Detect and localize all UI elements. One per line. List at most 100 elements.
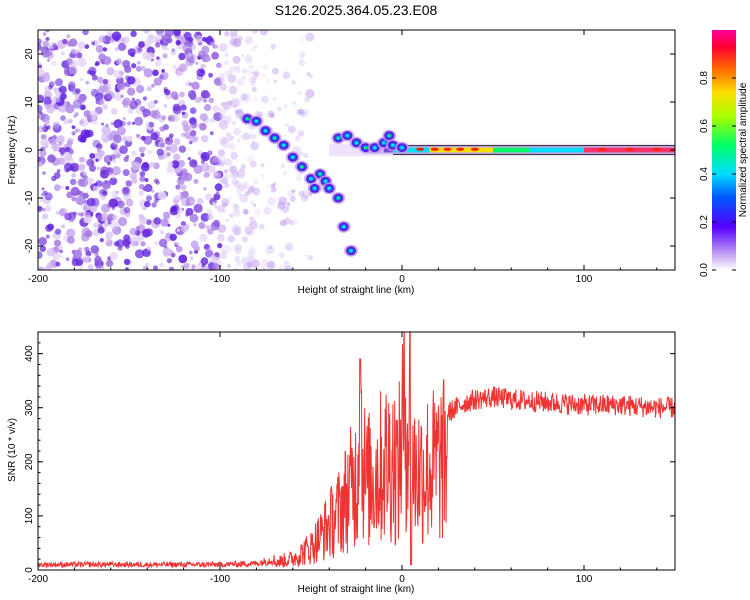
noise-blob — [154, 198, 159, 204]
noise-blob — [243, 209, 249, 215]
noise-blob — [298, 59, 306, 67]
noise-blob — [59, 85, 67, 94]
noise-blob — [44, 205, 52, 212]
noise-blob — [242, 132, 251, 141]
noise-blob — [287, 266, 292, 270]
noise-blob — [111, 174, 116, 179]
colorbar-axis: 0.0 0.2 0.4 0.6 0.8 — [699, 71, 736, 277]
noise-blob — [301, 194, 309, 202]
ridge-blob-peak — [364, 146, 368, 150]
noise-blob — [284, 133, 288, 137]
noise-blob — [52, 143, 61, 152]
noise-blob — [44, 265, 52, 270]
noise-blob — [267, 196, 277, 206]
noise-blob — [249, 216, 253, 220]
noise-blob — [42, 74, 51, 83]
noise-blob — [222, 244, 232, 254]
noise-blob — [102, 104, 109, 110]
noise-blob — [180, 104, 187, 111]
noise-blob — [131, 97, 135, 101]
noise-blob — [245, 69, 252, 76]
noise-blob — [251, 30, 259, 34]
noise-blob — [204, 193, 212, 201]
noise-blob — [235, 243, 242, 251]
noise-blob — [52, 121, 60, 129]
noise-blob — [203, 244, 210, 250]
noise-blob — [160, 142, 165, 148]
noise-blob — [144, 178, 149, 182]
noise-blob — [147, 100, 156, 110]
noise-blob — [109, 219, 118, 229]
noise-blob — [137, 61, 141, 65]
noise-blob — [160, 218, 169, 227]
y-tick-label: -20 — [24, 238, 35, 253]
noise-blob — [39, 245, 46, 252]
noise-blob — [252, 203, 257, 207]
noise-blob — [247, 250, 255, 259]
noise-blob — [268, 245, 273, 250]
noise-blob — [146, 86, 152, 92]
noise-blob — [228, 138, 232, 142]
noise-blob — [183, 31, 192, 40]
noise-blob — [182, 43, 192, 53]
noise-blob — [198, 50, 206, 58]
noise-blob — [212, 263, 220, 270]
noise-blob — [87, 264, 94, 270]
snr-x-axis: -200 -100 0 100 — [28, 332, 658, 585]
noise-blob — [94, 62, 99, 67]
noise-blob — [47, 58, 51, 63]
noise-blob — [65, 186, 70, 190]
noise-blob — [76, 128, 81, 133]
noise-blob — [110, 108, 118, 115]
noise-blob — [241, 236, 248, 243]
noise-blob — [210, 117, 216, 123]
noise-blob — [125, 198, 134, 207]
noise-blob — [145, 263, 149, 267]
noise-blob — [292, 100, 297, 106]
noise-blob — [45, 37, 50, 41]
noise-blob — [291, 189, 296, 193]
noise-blob — [142, 96, 147, 101]
noise-blob — [180, 184, 187, 191]
noise-blob — [90, 118, 98, 126]
carrier-hotspot — [625, 147, 634, 151]
noise-blob — [72, 99, 82, 109]
noise-blob — [119, 145, 128, 154]
noise-blob — [43, 96, 52, 105]
noise-blob — [199, 233, 208, 242]
noise-blob — [44, 192, 53, 201]
carrier-hotspot — [416, 147, 425, 151]
noise-blob — [175, 184, 181, 190]
noise-blob — [299, 51, 306, 58]
noise-blob — [195, 61, 199, 65]
noise-blob — [112, 214, 118, 220]
noise-blob — [235, 65, 241, 71]
colorbar-tick-label: 0.0 — [699, 263, 710, 277]
noise-blob — [106, 91, 115, 100]
noise-blob — [205, 249, 214, 258]
noise-blob — [77, 257, 83, 262]
noise-blob — [105, 259, 114, 268]
noise-blob — [100, 84, 109, 93]
noise-blob — [167, 161, 174, 168]
noise-blob — [169, 249, 174, 254]
ridge-blob-peak — [309, 177, 313, 181]
noise-blob — [166, 165, 175, 174]
noise-blob — [221, 140, 230, 149]
noise-blob — [241, 94, 248, 100]
noise-blob — [244, 191, 250, 197]
noise-blob — [54, 228, 62, 235]
noise-blob — [190, 198, 195, 204]
noise-blob — [187, 52, 192, 58]
noise-blob — [146, 219, 152, 226]
noise-blob — [154, 60, 162, 67]
noise-blob — [227, 196, 232, 201]
noise-blob — [136, 85, 145, 94]
noise-blob — [224, 169, 228, 174]
noise-blob — [212, 104, 220, 113]
noise-blob — [271, 67, 279, 75]
noise-blob — [178, 63, 188, 73]
noise-blob — [46, 125, 51, 130]
noise-blob — [45, 234, 50, 239]
